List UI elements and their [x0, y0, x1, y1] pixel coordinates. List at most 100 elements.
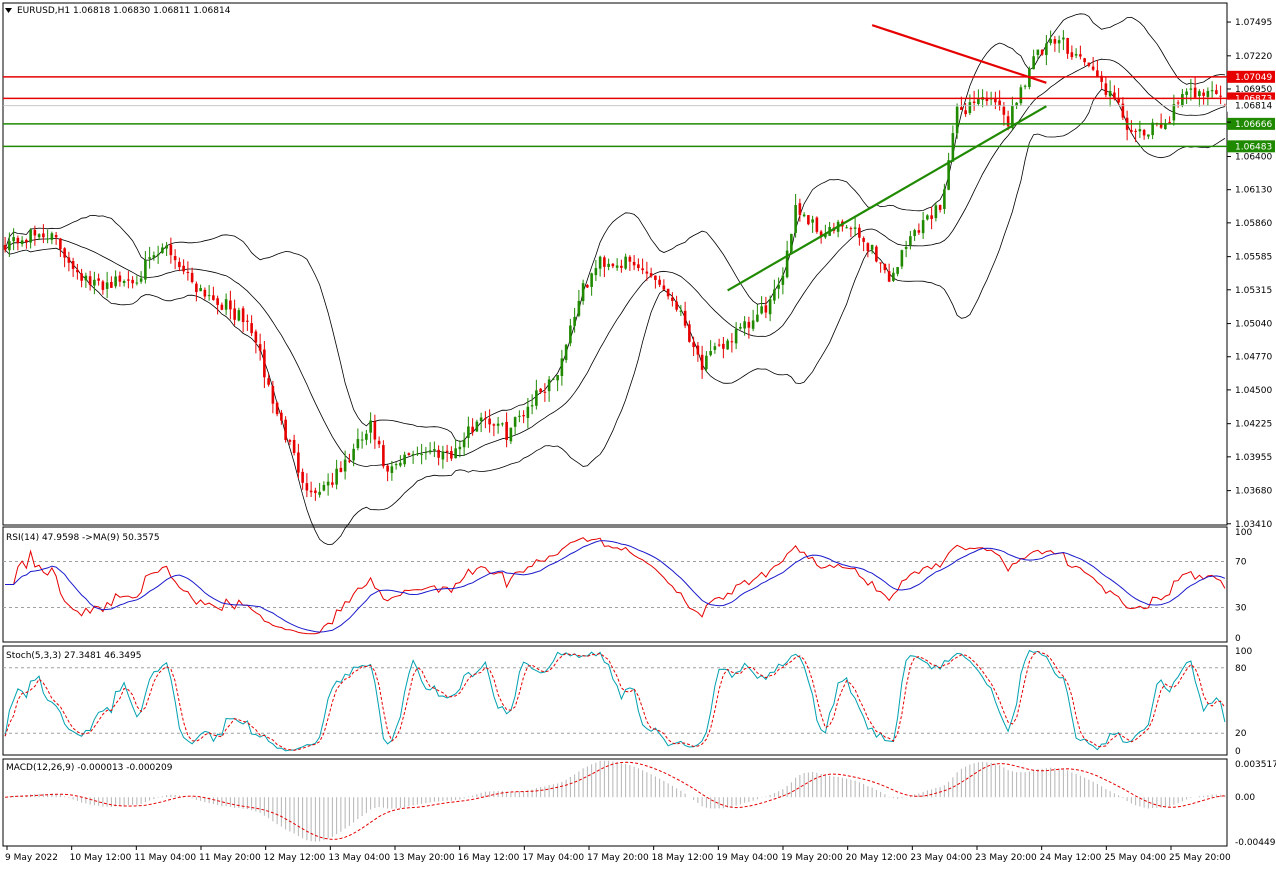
candle-body: [543, 391, 547, 393]
candle-body: [1079, 54, 1082, 57]
candle-body: [1206, 90, 1210, 97]
candle-body: [577, 300, 581, 316]
candle-body: [275, 402, 279, 415]
candle-body: [1045, 43, 1048, 56]
stoch-signal-line: [4, 650, 1226, 751]
macd-pane[interactable]: 0.003517 0.00 -0.004494: [2, 758, 1276, 848]
candle-body: [42, 233, 45, 238]
candle-body: [1074, 54, 1078, 56]
candle-body: [637, 264, 640, 269]
candle-body: [373, 421, 377, 440]
candle-body: [416, 453, 419, 455]
stoch-pane[interactable]: 100 80 20 0: [2, 645, 1252, 757]
price-tick-label: 1.05585: [1235, 253, 1272, 263]
candle-body: [428, 450, 432, 453]
candle-body: [773, 289, 776, 301]
candle-body: [1019, 87, 1023, 104]
candle-body: [1032, 56, 1035, 70]
candle-body: [148, 257, 151, 259]
rsi-line: [5, 537, 1226, 635]
candle-body: [645, 271, 649, 274]
candle-body: [369, 420, 372, 433]
candle-body: [403, 454, 406, 465]
macd-signal-line: [5, 761, 1225, 840]
candle-body: [1176, 102, 1180, 104]
candle-body: [509, 427, 513, 442]
candle-body: [947, 160, 950, 190]
bollinger-upper-band: [4, 13, 1225, 442]
candle-body: [798, 203, 802, 215]
candle-body: [569, 325, 572, 344]
rsi-tick-label: 70: [1235, 558, 1247, 568]
candle-body: [280, 412, 283, 421]
candle-body: [59, 238, 62, 250]
candle-body: [471, 426, 474, 433]
candle-body: [1104, 83, 1108, 95]
time-tick-label: 25 May 04:00: [1104, 853, 1166, 863]
candle-body: [1168, 121, 1171, 123]
candle-body: [178, 261, 181, 268]
candle-body: [781, 275, 785, 285]
rsi-pane[interactable]: 100 70 30 0: [2, 526, 1252, 644]
candle-body: [156, 254, 160, 256]
candle-body: [360, 439, 364, 441]
candle-body: [216, 298, 219, 305]
macd-title: MACD(12,26,9) -0.000013 -0.000209: [6, 763, 173, 773]
candle-body: [930, 215, 933, 219]
time-tick-label: 19 May 20:00: [781, 853, 843, 863]
candle-body: [734, 329, 738, 344]
price-tick-label: 1.05315: [1235, 286, 1272, 296]
candle-body: [1083, 58, 1086, 63]
collapse-triangle-icon[interactable]: [5, 8, 12, 13]
candle-body: [1015, 102, 1018, 106]
candle-body: [632, 261, 636, 266]
time-tick-label: 18 May 12:00: [652, 853, 714, 863]
candle-body: [968, 102, 972, 114]
candle-body: [998, 100, 1001, 106]
candle-body: [513, 417, 517, 427]
bollinger-lower-band: [4, 88, 1226, 546]
time-tick-label: 17 May 20:00: [587, 853, 649, 863]
macd-pane-frame: [2, 758, 1228, 847]
candle-body: [267, 378, 270, 385]
candle-body: [305, 483, 309, 491]
candle-body: [598, 256, 602, 269]
candle-body: [1198, 91, 1201, 97]
candle-body: [730, 341, 734, 343]
candle-body: [450, 451, 453, 459]
level-price-tag: [1227, 117, 1275, 130]
stoch-tick-label: 0: [1235, 747, 1241, 757]
candle-body: [475, 421, 479, 432]
candle-body: [63, 248, 66, 258]
candle-body: [322, 484, 326, 491]
candle-body: [105, 282, 109, 289]
candle-body: [135, 282, 139, 284]
price-tick-label: 1.05040: [1235, 320, 1272, 330]
candle-body: [394, 464, 398, 466]
time-tick-label: 13 May 04:00: [328, 853, 390, 863]
candle-body: [1189, 88, 1193, 90]
candle-body: [802, 214, 806, 217]
candle-body: [165, 245, 168, 249]
candle-body: [671, 297, 674, 301]
level-price-tag: [1227, 70, 1275, 83]
candle-body: [743, 321, 746, 329]
candle-body: [1159, 122, 1163, 128]
candle-body: [331, 482, 334, 485]
candle-body: [675, 301, 678, 310]
candle-body: [849, 228, 853, 230]
candle-body: [815, 217, 819, 232]
candle-body: [88, 276, 92, 285]
candle-body: [539, 388, 542, 392]
candle-body: [250, 323, 253, 334]
level-price-label: 1.06666: [1235, 120, 1272, 130]
candle-body: [1091, 66, 1095, 70]
candle-body: [1070, 52, 1074, 58]
candle-body: [522, 414, 525, 417]
price-pane[interactable]: 1.07049 1.06873 1.06666 1.06483 1.06814 1.074…: [2, 2, 1275, 546]
candle-body: [20, 240, 24, 245]
price-tick-label: 1.04225: [1235, 420, 1272, 430]
price-tick-label: 1.04770: [1235, 353, 1272, 363]
